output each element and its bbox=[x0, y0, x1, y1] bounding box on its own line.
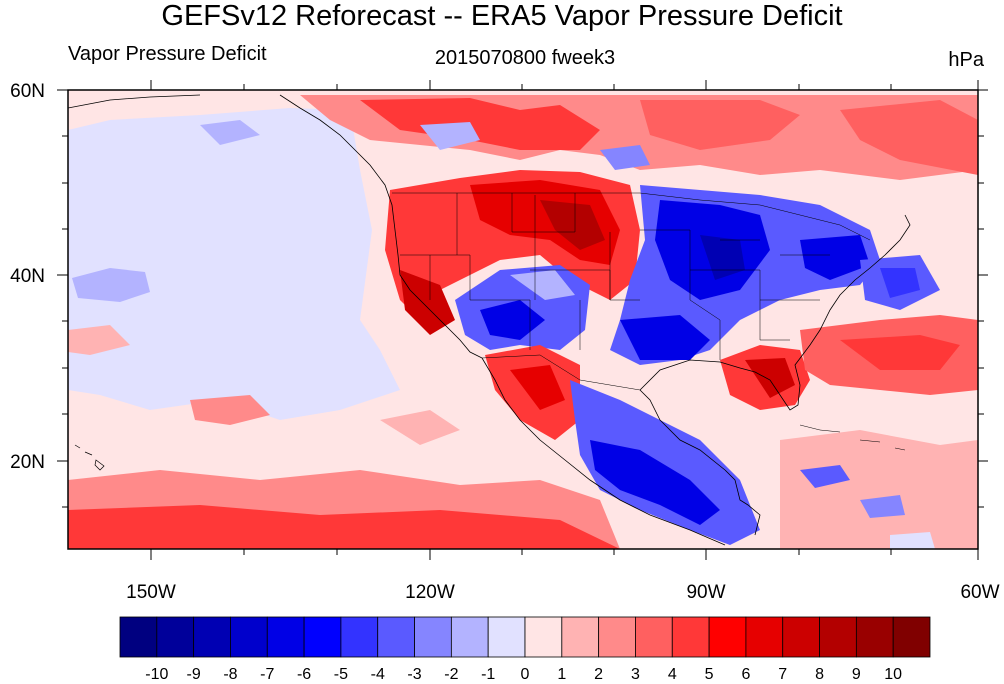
colorbar-box bbox=[524, 616, 563, 658]
colorbar-label: -1 bbox=[481, 666, 495, 683]
atlantic-moist-core bbox=[880, 268, 920, 298]
plot-title: GEFSv12 Reforecast -- ERA5 Vapor Pressur… bbox=[161, 0, 843, 32]
colorbar-label: 9 bbox=[852, 666, 861, 683]
lat-label-60n: 60N bbox=[10, 81, 45, 102]
florida-dry-core bbox=[745, 358, 795, 398]
canada-warm-core-east bbox=[840, 100, 978, 175]
pacific-blue-patch-north bbox=[200, 120, 260, 145]
four-corners-neutral bbox=[510, 270, 575, 300]
southern-plains-moist-core bbox=[620, 315, 710, 360]
lon-label-90w: 90W bbox=[686, 582, 725, 603]
colorbar-box bbox=[266, 616, 305, 658]
variable-subtitle: Vapor Pressure Deficit bbox=[68, 43, 267, 65]
colorbar-label: 5 bbox=[705, 666, 714, 683]
northern-plains-max-core bbox=[540, 200, 605, 250]
colorbar bbox=[119, 616, 931, 658]
colorbar-label: -9 bbox=[187, 666, 201, 683]
colorbar-label: 2 bbox=[594, 666, 603, 683]
lon-label-150w: 150W bbox=[126, 582, 176, 603]
units-subtitle: hPa bbox=[948, 49, 984, 71]
lat-label-40n: 40N bbox=[10, 266, 45, 287]
pacific-blue-patch bbox=[72, 268, 150, 302]
colorbar-box bbox=[450, 616, 489, 658]
colorbar-box bbox=[340, 616, 379, 658]
colorbar-label: 4 bbox=[668, 666, 677, 683]
colorbar-box bbox=[671, 616, 710, 658]
date-subtitle: 2015070800 fweek3 bbox=[434, 47, 616, 69]
pacific-neutral-zone bbox=[68, 108, 400, 420]
colorbar-box bbox=[598, 616, 636, 658]
colorbar-label: 10 bbox=[884, 666, 902, 683]
lat-label-20n: 20N bbox=[10, 452, 45, 473]
colorbar-box bbox=[487, 616, 526, 658]
caribbean-moist-patch-1 bbox=[800, 465, 850, 488]
colorbar-label: -8 bbox=[223, 666, 237, 683]
map-frame bbox=[67, 89, 979, 550]
colorbar-label: 8 bbox=[815, 666, 824, 683]
atlantic-warm-core bbox=[840, 335, 960, 370]
colorbar-label: -6 bbox=[297, 666, 311, 683]
canada-warm-core-central bbox=[640, 100, 800, 150]
canada-cool-patch-1 bbox=[420, 122, 480, 150]
mexico-moist-core bbox=[590, 440, 720, 525]
colorbar-label: -7 bbox=[260, 666, 274, 683]
pacific-warm-patch-2 bbox=[68, 325, 130, 355]
colorbar-label: -4 bbox=[371, 666, 385, 683]
caribbean-warm-region bbox=[780, 430, 978, 549]
colorbar-box bbox=[635, 616, 673, 658]
midwest-moist-max bbox=[700, 235, 745, 280]
caribbean-neutral-patch bbox=[890, 532, 935, 549]
california-dry-core bbox=[400, 270, 455, 335]
map-panel bbox=[68, 90, 978, 549]
pacific-neutral-patch bbox=[70, 175, 110, 205]
colorbar-label: -5 bbox=[334, 666, 348, 683]
caribbean-islands bbox=[799, 424, 906, 451]
colorbar-box bbox=[782, 616, 820, 658]
colorbar-box bbox=[855, 616, 894, 658]
northeast-moist-core bbox=[800, 235, 870, 280]
coastlines bbox=[68, 94, 911, 546]
lon-label-60w: 60W bbox=[960, 582, 999, 603]
colorbar-box bbox=[892, 616, 931, 658]
pacific-warm-patch-1 bbox=[190, 395, 270, 425]
pacific-warm-patch-3 bbox=[380, 410, 460, 445]
political-borders bbox=[392, 192, 871, 391]
colorbar-label: 0 bbox=[521, 666, 530, 683]
colorbar-box bbox=[377, 616, 415, 658]
map-ticks bbox=[57, 80, 988, 560]
lon-label-120w: 120W bbox=[405, 582, 455, 603]
colorbar-labels: -10 -9 -8 -7 -6 -5 -4 -3 -2 -1 0 1 2 3 4 5 6 7 8 9 10 bbox=[145, 666, 902, 683]
hawaii-islands bbox=[74, 444, 105, 471]
colorbar-box bbox=[561, 616, 600, 658]
colorbar-box bbox=[119, 616, 158, 658]
colorbar-box bbox=[193, 616, 231, 658]
caribbean-moist-patch-2 bbox=[860, 495, 905, 518]
colorbar-label: 7 bbox=[778, 666, 787, 683]
canada-warm-core-west bbox=[360, 98, 600, 150]
colorbar-label: -2 bbox=[444, 666, 458, 683]
colorbar-box bbox=[156, 616, 195, 658]
northwest-mexico-dry-core bbox=[510, 365, 565, 410]
colorbar-label: 6 bbox=[741, 666, 750, 683]
southwest-moist-core bbox=[480, 300, 545, 340]
colorbar-label: -3 bbox=[407, 666, 421, 683]
colorbar-box bbox=[414, 616, 452, 658]
colorbar-box bbox=[303, 616, 342, 658]
tropical-pacific-warm-core bbox=[68, 505, 620, 549]
colorbar-label: 1 bbox=[557, 666, 566, 683]
colorbar-box bbox=[819, 616, 857, 658]
colorbar-label: -10 bbox=[145, 666, 168, 683]
canada-cool-patch-2 bbox=[600, 145, 650, 170]
colorbar-label: 3 bbox=[631, 666, 640, 683]
colorbar-box bbox=[745, 616, 784, 658]
colorbar-box bbox=[708, 616, 747, 658]
colorbar-box bbox=[230, 616, 268, 658]
